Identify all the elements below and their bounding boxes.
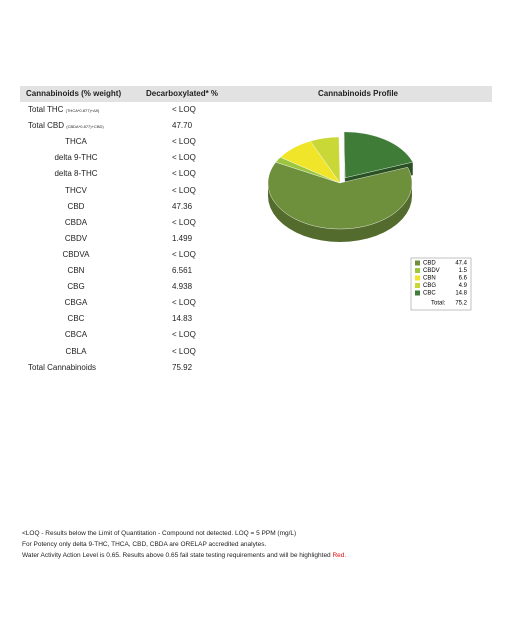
row-name: CBN xyxy=(67,266,85,275)
legend-swatch xyxy=(415,283,420,288)
row-name: CBLA xyxy=(65,346,87,356)
row-value: 47.36 xyxy=(172,201,193,211)
pie-slice xyxy=(267,161,413,230)
row-name: CBDA xyxy=(64,217,88,227)
legend-value: 1.5 xyxy=(459,268,468,274)
row-value: 75.92 xyxy=(172,362,193,372)
row-value: 4.938 xyxy=(172,282,193,292)
row-value: 1.499 xyxy=(172,233,193,243)
footnote: Water Activity Action Level is 0.65. Res… xyxy=(22,552,346,559)
legend-value: 47.4 xyxy=(455,261,467,267)
row-name: CBD xyxy=(67,201,85,211)
legend-value: 14.8 xyxy=(455,291,467,297)
legend-box xyxy=(410,257,472,311)
row-name: delta 8-THC xyxy=(54,169,98,179)
row-name: CBDVA xyxy=(62,249,90,259)
row-value: < LOQ xyxy=(172,217,196,227)
row-value: 47.70 xyxy=(172,121,193,131)
legend-label: CBN xyxy=(423,276,436,282)
row-name: Total THC (THCA*0.877)+Δ9) xyxy=(28,105,100,114)
pie-slice xyxy=(343,131,414,179)
row-name: CBCA xyxy=(64,330,88,340)
legend-label: CBDV xyxy=(423,268,440,274)
row-name: THCV xyxy=(65,185,87,195)
legend-swatch xyxy=(415,275,420,281)
row-value: < LOQ xyxy=(172,185,196,195)
legend-swatch xyxy=(415,268,420,273)
legend-label: CBD xyxy=(423,261,436,267)
footnote-text: Water Activity Action Level is 0.65. Res… xyxy=(22,552,333,559)
footnote: <LOQ - Results below the Limit of Quanti… xyxy=(22,530,297,537)
pie-slice xyxy=(310,136,341,184)
row-value: < LOQ xyxy=(172,249,196,259)
row-value: < LOQ xyxy=(172,105,196,114)
row-value: < LOQ xyxy=(172,137,196,147)
header: Decarboxylated* % xyxy=(146,89,219,98)
legend-label: CBC xyxy=(423,291,436,297)
row-name: Total CBD (CBDA*0.877)+CBD) xyxy=(28,121,104,131)
row-name: Total Cannabinoids xyxy=(28,362,97,372)
legend-label: CBG xyxy=(423,283,436,289)
legend-swatch xyxy=(415,260,420,266)
row-name: delta 9-THC xyxy=(54,153,98,163)
row-name: CBDV xyxy=(64,233,88,243)
row-name: CBGA xyxy=(64,298,88,308)
header-bar xyxy=(20,86,492,102)
header: Cannabinoids (% weight) xyxy=(26,89,122,98)
row-name: CBC xyxy=(67,314,85,324)
row-name: THCA xyxy=(65,137,87,147)
row-value: < LOQ xyxy=(172,330,196,340)
legend-swatch xyxy=(415,290,420,296)
row-name: CBG xyxy=(67,282,85,292)
row-value: 6.561 xyxy=(172,266,193,275)
row-value: < LOQ xyxy=(172,169,196,179)
legend-total: 75.2 xyxy=(455,301,467,307)
legend-value: 6.6 xyxy=(459,276,468,282)
row-value: < LOQ xyxy=(172,298,196,308)
footnote: For Potency only delta 9-THC, THCA, CBD,… xyxy=(22,541,267,548)
row-value: < LOQ xyxy=(172,153,196,163)
row-note: (THCA*0.877)+Δ9) xyxy=(65,108,100,113)
row-note: (CBDA*0.877)+CBD) xyxy=(66,124,104,130)
chart-title: Cannabinoids Profile xyxy=(318,89,399,98)
legend-total-label: Total: xyxy=(431,301,446,307)
row-value: 14.83 xyxy=(172,314,193,324)
pie-side xyxy=(268,183,412,242)
footnote-red: Red. xyxy=(332,552,347,559)
row-value: < LOQ xyxy=(172,346,196,356)
legend-value: 4.9 xyxy=(459,283,468,289)
